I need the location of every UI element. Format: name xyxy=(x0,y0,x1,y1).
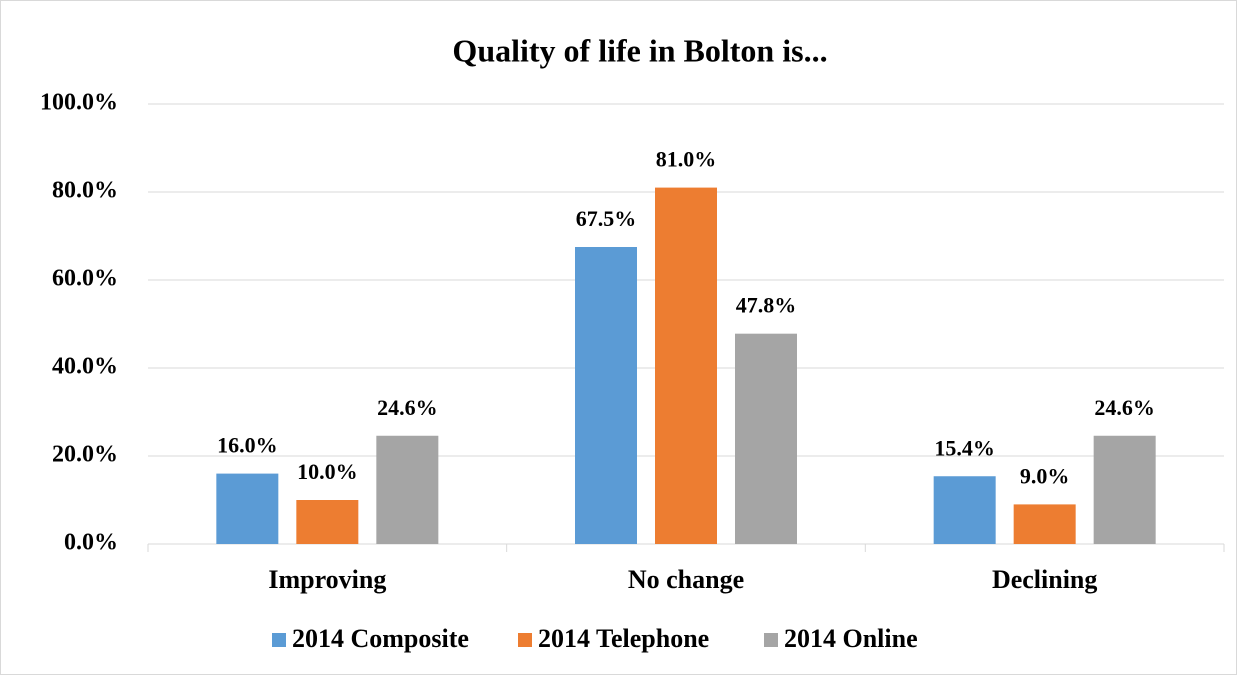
data-label: 10.0% xyxy=(297,459,358,484)
y-tick-label: 20.0% xyxy=(52,442,118,468)
data-label: 81.0% xyxy=(656,147,717,172)
y-tick-label: 60.0% xyxy=(52,266,118,292)
data-label: 24.6% xyxy=(1094,395,1155,420)
x-tick-label: Declining xyxy=(992,565,1097,594)
bar xyxy=(933,476,996,544)
bar xyxy=(296,500,359,544)
data-label: 15.4% xyxy=(934,435,995,460)
bar xyxy=(216,473,279,544)
data-label: 67.5% xyxy=(576,206,637,231)
data-label: 16.0% xyxy=(217,433,278,458)
data-label: 9.0% xyxy=(1020,463,1070,488)
y-tick-label: 40.0% xyxy=(52,354,118,380)
legend-swatch xyxy=(272,633,286,647)
bar xyxy=(655,187,717,544)
bar xyxy=(376,435,439,544)
bar xyxy=(1013,504,1076,544)
legend-label: 2014 Online xyxy=(784,624,918,653)
x-tick-label: No change xyxy=(628,565,744,594)
bar xyxy=(575,247,637,544)
y-tick-label: 0.0% xyxy=(64,530,118,556)
bar xyxy=(735,333,797,544)
y-tick-label: 80.0% xyxy=(52,178,118,204)
data-label: 47.8% xyxy=(736,293,797,318)
x-tick-label: Improving xyxy=(268,565,386,594)
y-tick-label: 100.0% xyxy=(40,90,118,116)
chart-title: Quality of life in Bolton is... xyxy=(452,32,827,68)
legend-swatch xyxy=(518,633,532,647)
legend-label: 2014 Telephone xyxy=(538,624,709,653)
bar xyxy=(1093,435,1156,544)
legend-swatch xyxy=(764,633,778,647)
legend-label: 2014 Composite xyxy=(292,624,469,653)
data-label: 24.6% xyxy=(377,395,438,420)
